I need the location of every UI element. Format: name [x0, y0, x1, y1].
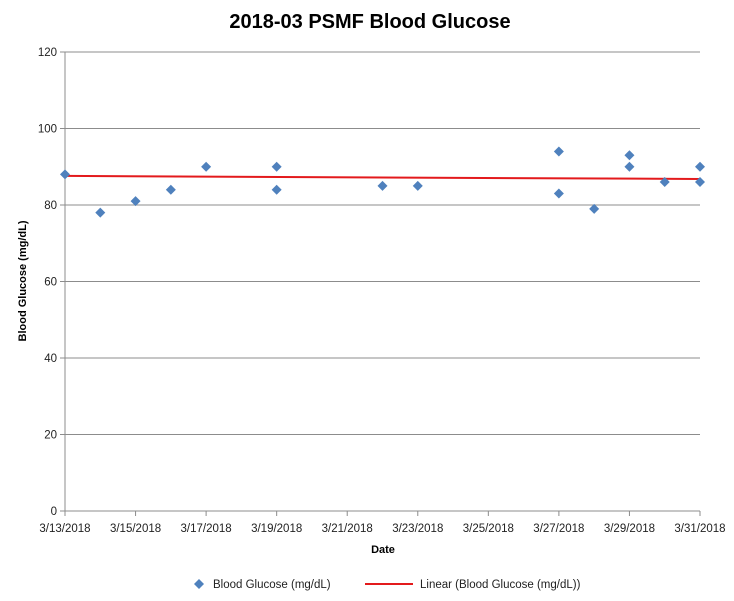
data-points: [60, 146, 705, 218]
data-point-10: [553, 188, 564, 199]
data-point-4: [201, 161, 212, 172]
y-tick-label-20: 20: [44, 430, 57, 442]
data-point-5: [271, 161, 282, 172]
data-point-11: [589, 203, 600, 214]
trendline-linear: [64, 174, 701, 180]
legend-label-linear-trend: Linear (Blood Glucose (mg/dL)): [420, 579, 581, 591]
x-tick-label-4: 3/21/2018: [322, 523, 373, 535]
legend: Blood Glucose (mg/dL) Linear (Blood Gluc…: [194, 579, 581, 591]
data-point-16: [695, 177, 705, 188]
x-tick-label-9: 3/31/2018: [674, 523, 725, 535]
y-tick-label-80: 80: [44, 200, 57, 212]
y-tick-label-60: 60: [44, 277, 57, 289]
data-point-1: [95, 207, 106, 218]
data-point-3: [165, 184, 176, 195]
x-tick-label-7: 3/27/2018: [533, 523, 584, 535]
y-tick-labels: 0 20 40 60 80 100 120: [38, 47, 57, 518]
data-point-0: [60, 169, 70, 180]
x-tick-labels: 3/13/2018 3/15/2018 3/17/2018 3/19/2018 3/21…: [39, 523, 725, 535]
data-point-8: [412, 180, 423, 191]
x-tick-label-3: 3/19/2018: [251, 523, 302, 535]
x-tick-label-0: 3/13/2018: [39, 523, 90, 535]
data-point-13: [624, 161, 635, 172]
data-point-9: [553, 146, 564, 157]
data-point-12: [624, 150, 635, 161]
y-axis-label: Blood Glucose (mg/dL): [17, 220, 29, 341]
data-point-7: [377, 180, 388, 191]
chart-title: 2018-03 PSMF Blood Glucose: [229, 11, 510, 33]
data-point-15: [695, 161, 705, 172]
y-tick-label-100: 100: [38, 124, 57, 136]
x-axis-label: Date: [371, 544, 395, 556]
x-tick-label-8: 3/29/2018: [604, 523, 655, 535]
x-tick-label-6: 3/25/2018: [463, 523, 514, 535]
y-tick-label-0: 0: [51, 506, 57, 518]
x-tick-label-5: 3/23/2018: [392, 523, 443, 535]
legend-label-blood-glucose: Blood Glucose (mg/dL): [213, 579, 331, 591]
y-tick-label-120: 120: [38, 47, 57, 59]
gridlines: [65, 51, 700, 435]
y-tick-label-40: 40: [44, 353, 57, 365]
data-point-6: [271, 184, 282, 195]
axes: [60, 51, 701, 516]
data-point-14: [659, 177, 670, 188]
x-tick-label-2: 3/17/2018: [181, 523, 232, 535]
data-point-2: [130, 196, 141, 207]
legend-marker-blood-glucose: [194, 579, 204, 589]
trendline-layer: [64, 174, 701, 180]
x-tick-label-1: 3/15/2018: [110, 523, 161, 535]
